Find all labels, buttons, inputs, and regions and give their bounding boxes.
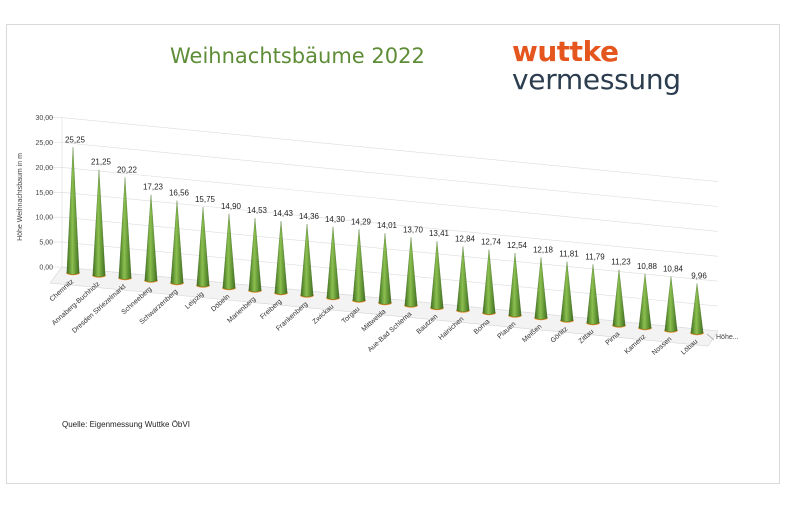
value-label: 14,01 [377, 221, 398, 230]
cone-bar [404, 237, 418, 307]
value-label: 13,41 [429, 229, 450, 238]
cone-bar [430, 241, 444, 310]
value-label: 11,79 [585, 252, 605, 261]
value-label: 25,25 [65, 135, 86, 144]
cone-bar [664, 276, 678, 332]
y-tick-label: 20,00 [35, 165, 53, 172]
value-label: 14,36 [299, 212, 320, 221]
value-label: 14,43 [273, 209, 294, 218]
gridline [61, 117, 719, 182]
value-label: 15,75 [195, 195, 216, 204]
y-axis-title: Höhe Weihnachtsbaum in m [17, 153, 24, 241]
cone-bar [326, 226, 340, 300]
value-label: 9,96 [691, 271, 707, 280]
y-tick-label: 10,00 [35, 215, 53, 222]
cone-bar [222, 213, 236, 290]
y-tick-label: 30,00 [35, 115, 53, 122]
value-label: 14,53 [247, 206, 268, 215]
chart-frame [6, 24, 780, 484]
cone-bar [508, 253, 522, 317]
cone-bar [534, 257, 548, 320]
value-label: 12,18 [533, 245, 554, 254]
y-tick-label: 5,00 [39, 240, 53, 247]
gridline [61, 142, 719, 207]
y-tick-label: 25,00 [35, 140, 53, 147]
cone-bar [144, 194, 158, 282]
y-tick-label: 0,00 [39, 265, 53, 272]
value-label: 21,25 [91, 158, 112, 167]
cone-bar [456, 246, 470, 312]
value-label: 10,88 [637, 262, 658, 271]
cone-bar [196, 207, 210, 287]
value-label: 12,74 [481, 238, 502, 247]
cone-bar [352, 229, 366, 302]
cone-bar [66, 147, 80, 275]
cone-bar [118, 177, 132, 280]
value-label: 11,81 [559, 250, 579, 259]
gridline [61, 192, 719, 257]
cone-bar [560, 261, 574, 322]
cone-bar [690, 283, 704, 335]
series-label: Höhe... [716, 334, 739, 341]
series-label-leader [706, 333, 715, 341]
cone-bar [92, 169, 106, 277]
value-label: 14,90 [221, 202, 242, 211]
category-label: Annaberg-Buchholz [51, 280, 102, 327]
value-label: 10,84 [663, 265, 684, 274]
value-label: 16,56 [169, 189, 190, 198]
value-label: 14,30 [325, 215, 346, 224]
gridline [61, 216, 719, 282]
cone-bar [170, 200, 184, 285]
gridline [61, 167, 719, 232]
logo-line-2: vermessung [512, 63, 681, 96]
value-label: 11,23 [611, 258, 631, 267]
value-label: 20,22 [117, 165, 138, 174]
value-label: 12,84 [455, 235, 476, 244]
value-label: 17,23 [143, 183, 164, 192]
company-logo: wuttke vermessung [512, 38, 681, 94]
category-label: Dresden Striezelmarkt [71, 283, 127, 335]
cone-bar [638, 273, 652, 330]
logo-line-1: wuttke [512, 35, 619, 68]
cone-bar [612, 269, 626, 327]
cone-bar [482, 249, 496, 315]
cone-bar [586, 264, 600, 325]
gridline [61, 241, 719, 307]
chart-title: Weihnachtsbäume 2022 [170, 44, 425, 68]
source-note: Quelle: Eigenmessung Wuttke ÖbVI [62, 420, 190, 429]
value-label: 14,29 [351, 217, 372, 226]
y-tick-label: 15,00 [35, 190, 53, 197]
value-label: 12,54 [507, 241, 528, 250]
cone-bar [378, 233, 392, 305]
cone-bar [300, 223, 314, 297]
cone-bar [274, 221, 288, 295]
value-label: 13,70 [403, 225, 424, 234]
cone-bar [248, 218, 262, 292]
